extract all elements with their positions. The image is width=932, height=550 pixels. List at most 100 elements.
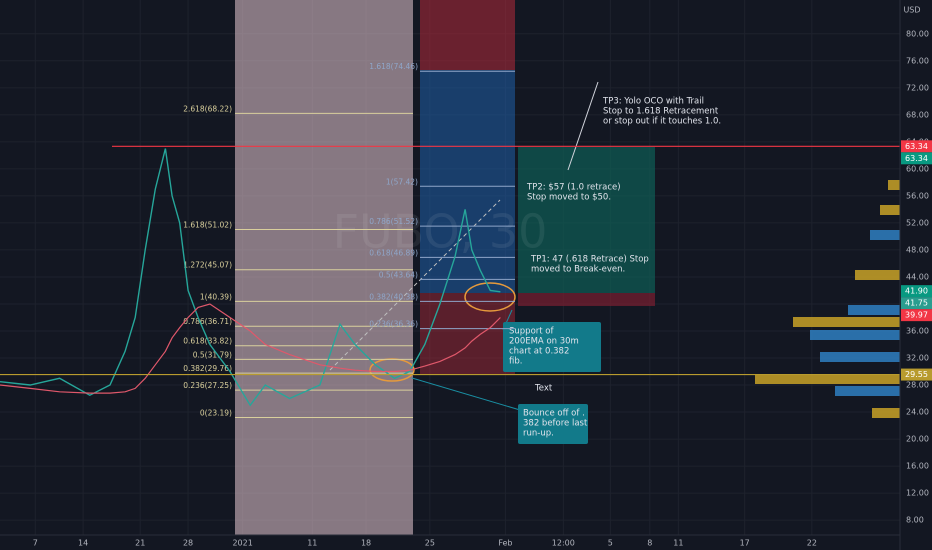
arrow (567, 81, 599, 171)
vp-bar (810, 330, 900, 340)
annotation: Text (534, 384, 553, 394)
x-tick-label: 18 (361, 539, 371, 548)
fib-label: 1(57.42) (386, 177, 418, 186)
price-line (0, 303, 501, 394)
fib-label: 2.618(68.22) (183, 104, 232, 113)
y-tick-label: 76.00 (906, 56, 929, 65)
x-tick-label: 11 (673, 539, 683, 548)
y-tick-label: 16.00 (906, 462, 929, 471)
y-tick-label: 52.00 (906, 218, 929, 227)
annotation: chart at 0.382 (509, 347, 569, 357)
fib-label: 1.618(74.46) (369, 62, 418, 71)
x-tick-label: 12:00 (552, 539, 575, 548)
x-tick-label: 22 (807, 539, 817, 548)
annotation: 200EMA on 30m (509, 337, 579, 347)
annotation: Support of (509, 327, 555, 337)
volume-profile (755, 180, 900, 418)
y-tick-label: 68.00 (906, 110, 929, 119)
annotation: moved to Break-even. (531, 265, 625, 275)
y-tick-label: 56.00 (906, 191, 929, 200)
y-tick-label: 48.00 (906, 245, 929, 254)
x-tick-label: 28 (183, 539, 193, 548)
fib-label: 0.236(27.25) (183, 381, 232, 390)
fib-label: 0.786(51.52) (369, 217, 418, 226)
vp-bar (872, 408, 900, 418)
annotation: TP2: $57 (1.0 retrace) (526, 183, 621, 193)
y-tick-label: 60.00 (906, 164, 929, 173)
price-line (0, 148, 501, 407)
x-tick-label: 11 (307, 539, 317, 548)
trend-dashed (329, 199, 501, 371)
callout-pointer (411, 377, 521, 411)
y-tick-label: 80.00 (906, 29, 929, 38)
position-box (518, 147, 655, 293)
x-tick-label: 7 (33, 539, 38, 548)
fib-label: 0(23.19) (200, 409, 232, 418)
risk-zone (420, 293, 515, 375)
x-tick-label: Feb (498, 539, 512, 548)
price-tag (901, 368, 932, 381)
price-tag-label: 63.34 (905, 154, 928, 163)
date-range-box (235, 0, 413, 535)
x-tick-label: 17 (740, 539, 750, 548)
callout-box (518, 404, 588, 444)
fib-label: 0.5(31.79) (193, 350, 232, 359)
annotation: Stop to 1.618 Retracement (603, 107, 719, 117)
y-tick-label: 72.00 (906, 83, 929, 92)
fib-label: 1(40.39) (200, 292, 232, 301)
callout-box (503, 322, 601, 372)
annotation: TP3: Yolo OCO with Trail (602, 97, 704, 107)
annotation: Bounce off of . (523, 409, 585, 419)
price-tag (901, 297, 932, 310)
y-tick-label: 20.00 (906, 435, 929, 444)
annotation: 382 before last (523, 419, 588, 429)
annotation: fib. (509, 357, 522, 367)
price-tag (901, 152, 932, 165)
fib-label: 1.618(51.02) (183, 221, 232, 230)
vp-bar (888, 180, 900, 190)
fib-label: 0.236(36.36) (369, 320, 418, 329)
price-tag (901, 140, 932, 153)
fib-label: 0.382(40.38) (369, 292, 418, 301)
vp-bar (820, 352, 900, 362)
fib-label: 0.618(33.82) (183, 337, 232, 346)
vp-bar (870, 230, 900, 240)
price-tag-label: 41.90 (905, 287, 928, 296)
fib-label: 0.5(43.64) (379, 270, 418, 279)
annotation: Stop moved to $50. (527, 193, 611, 203)
price-tag (901, 285, 932, 298)
y-tick-label: 32.00 (906, 354, 929, 363)
annotation: or stop out if it touches 1.0. (603, 117, 721, 127)
x-tick-label: 25 (425, 539, 435, 548)
x-tick-label: 5 (608, 539, 613, 548)
y-tick-label: 24.00 (906, 408, 929, 417)
target-zone (420, 70, 515, 293)
x-tick-label: 21 (135, 539, 145, 548)
vp-bar (855, 270, 900, 280)
annotation: TP1: 47 (.618 Retrace) Stop (530, 255, 649, 265)
vp-bar (848, 305, 900, 315)
price-tag-label: 41.75 (905, 299, 928, 308)
x-tick-label: 14 (78, 539, 88, 548)
annotations: TP3: Yolo OCO with Trail Stop to 1.618 R… (509, 97, 721, 439)
vp-bar (880, 205, 900, 215)
y-tick-label: 36.00 (906, 326, 929, 335)
fib-label: 0.382(29.76) (183, 364, 232, 373)
y-tick-label: 8.00 (906, 516, 924, 525)
stop-zone (420, 0, 515, 70)
price-tag-label: 39.97 (905, 311, 928, 320)
vp-bar (835, 386, 900, 396)
x-tick-label: 8 (647, 539, 652, 548)
y-tick-label: 28.00 (906, 381, 929, 390)
highlight-circle (464, 282, 516, 312)
fib-label: 1.272(45.07) (183, 261, 232, 270)
y-tick-label: 12.00 (906, 489, 929, 498)
watermark: FUBO, 30 (333, 205, 548, 259)
price-tag-label: 63.34 (905, 142, 928, 151)
vp-bar (755, 374, 900, 384)
fib-label: 0.786(36.71) (183, 317, 232, 326)
vp-bar (793, 317, 900, 327)
y-tick-label: 44.00 (906, 272, 929, 281)
x-tick-label: 2021 (232, 539, 252, 548)
